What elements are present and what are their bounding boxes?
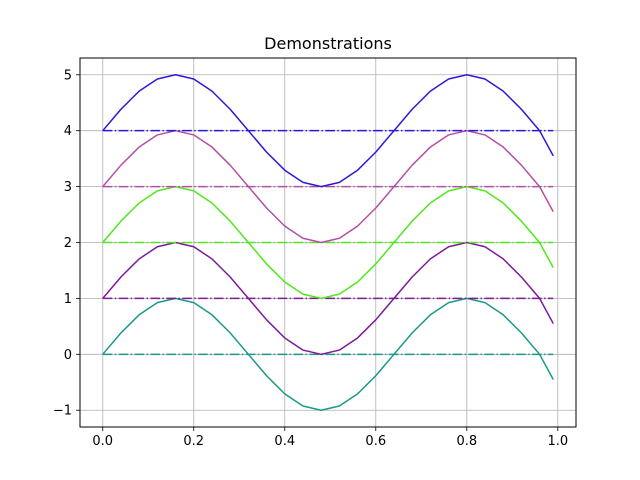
y-axis: −1 0 1 2 3 4 5 [53, 68, 80, 419]
x-tick-label: 1.0 [547, 434, 568, 449]
sine-line-8 [102, 74, 554, 188]
y-tick-label: 0 [64, 348, 72, 363]
x-tick-label: 0.0 [92, 434, 113, 449]
x-tick-label: 0.4 [274, 434, 295, 449]
x-axis: 0.0 0.2 0.4 0.6 0.8 1.0 [92, 427, 568, 449]
series-group [102, 74, 554, 411]
x-tick-label: 0.6 [365, 434, 386, 449]
chart-title: Demonstrations [264, 34, 392, 53]
y-tick-label: 2 [64, 236, 72, 251]
x-tick-label: 0.8 [456, 434, 477, 449]
x-tick-label: 0.2 [183, 434, 204, 449]
y-tick-label: 4 [64, 124, 72, 139]
y-tick-label: 3 [64, 180, 72, 195]
y-tick-label: −1 [53, 404, 72, 419]
y-tick-label: 1 [64, 292, 72, 307]
y-tick-label: 5 [64, 68, 72, 83]
